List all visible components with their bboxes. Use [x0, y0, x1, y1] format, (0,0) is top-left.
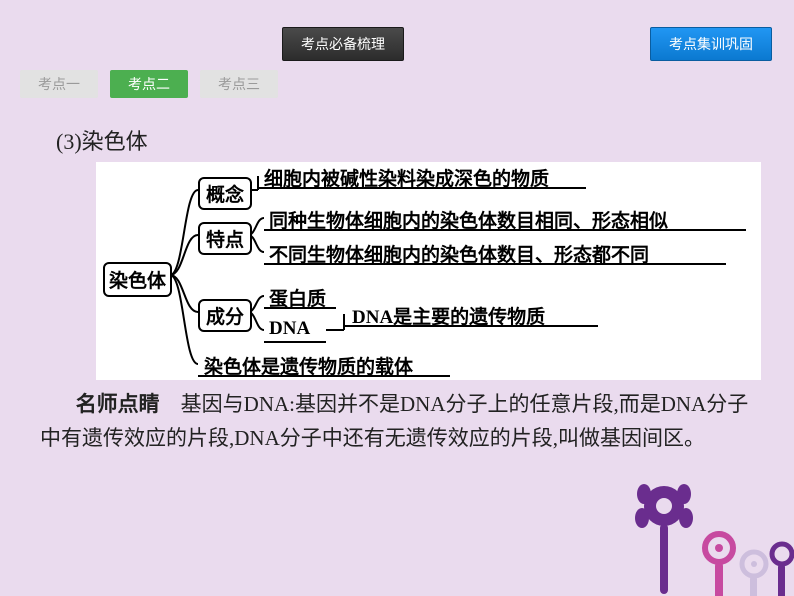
tab-point-3[interactable]: 考点三 — [200, 70, 278, 98]
diagram-leaf-component-2: DNA — [269, 318, 310, 340]
top-bar: 考点必备梳理 考点集训巩固 — [0, 0, 794, 38]
tab-point-1[interactable]: 考点一 — [20, 70, 98, 98]
tab-point-2[interactable]: 考点二 — [110, 70, 188, 98]
diagram-node-feature: 特点 — [198, 222, 252, 255]
chromosome-diagram: 染色体 概念 特点 成分 细胞内被碱性染料染成深色的物质 同种生物体细胞内的染色… — [96, 162, 761, 380]
diagram-leaf-carrier: 染色体是遗传物质的载体 — [204, 352, 413, 379]
review-button[interactable]: 考点必备梳理 — [282, 27, 404, 61]
diagram-node-concept: 概念 — [198, 177, 252, 210]
diagram-leaf-concept: 细胞内被碱性染料染成深色的物质 — [264, 164, 549, 191]
section-title: (3)染色体 — [56, 124, 754, 156]
tab-bar: 考点一 考点二 考点三 — [20, 70, 278, 98]
diagram-leaf-component-1: 蛋白质 — [269, 284, 326, 311]
diagram-leaf-feature-2: 不同生物体细胞内的染色体数目、形态都不同 — [269, 240, 649, 267]
note-title: 名师点睛 — [76, 392, 160, 416]
diagram-root: 染色体 — [103, 262, 172, 297]
practice-button[interactable]: 考点集训巩固 — [650, 27, 772, 61]
diagram-leaf-component-2-note: DNA是主要的遗传物质 — [352, 302, 545, 329]
content-area: (3)染色体 — [40, 110, 754, 380]
diagram-node-component: 成分 — [198, 299, 252, 332]
diagram-lines — [96, 162, 761, 380]
decorative-graphic — [614, 476, 794, 596]
teacher-note: 名师点睛 基因与DNA:基因并不是DNA分子上的任意片段,而是DNA分子中有遗传… — [40, 388, 754, 455]
diagram-leaf-feature-1: 同种生物体细胞内的染色体数目相同、形态相似 — [269, 206, 668, 233]
